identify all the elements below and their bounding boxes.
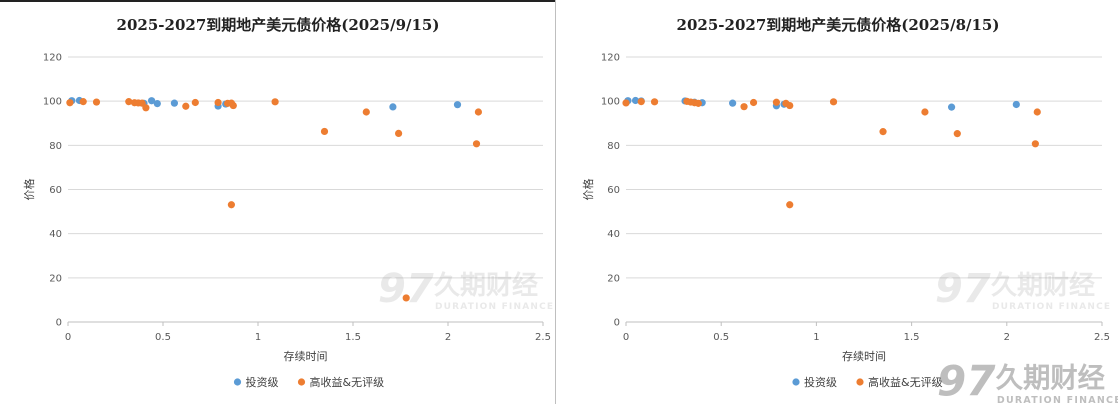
watermark-logo-glyph: 97 xyxy=(937,357,996,404)
y-axis-label: 价格 xyxy=(581,179,595,201)
watermark-name-en: DURATION FINANCE xyxy=(435,302,554,312)
point-high-yield xyxy=(740,103,748,111)
chart-title: 2025-2027到期地产美元债价格(2025/8/15) xyxy=(677,16,1000,34)
legend-label-investment-grade: 投资级 xyxy=(246,375,279,389)
y-tick-label: 60 xyxy=(49,185,62,196)
scatter-chart-sep: 2025-2027到期地产美元债价格(2025/9/15)02040608010… xyxy=(22,16,554,389)
point-high-yield xyxy=(395,129,403,138)
point-investment-grade xyxy=(453,101,462,109)
legend-label-high-yield: 高收益&无评级 xyxy=(868,375,943,389)
y-tick-label: 120 xyxy=(43,53,62,64)
point-high-yield xyxy=(229,101,237,110)
y-tick-label: 40 xyxy=(49,229,62,240)
watermark-name-en: DURATION FINANCE xyxy=(992,302,1111,312)
point-high-yield xyxy=(92,98,101,106)
point-high-yield xyxy=(142,104,150,112)
point-investment-grade xyxy=(153,99,161,108)
point-high-yield xyxy=(637,98,645,106)
point-high-yield xyxy=(953,130,961,138)
x-tick-label: 0.5 xyxy=(155,332,171,343)
point-high-yield xyxy=(79,98,87,106)
point-high-yield xyxy=(227,201,235,209)
point-high-yield xyxy=(214,98,222,107)
point-high-yield xyxy=(772,98,781,106)
watermark-name-cn: 久期财经 xyxy=(434,270,538,301)
legend-marker-high-yield xyxy=(856,378,864,386)
watermark-logo-glyph: 97 xyxy=(378,266,434,312)
point-high-yield xyxy=(66,99,74,107)
point-investment-grade xyxy=(729,99,737,107)
point-high-yield xyxy=(125,98,133,106)
point-high-yield xyxy=(402,294,410,302)
x-tick-label: 1 xyxy=(255,332,261,343)
watermark-logo-glyph: 97 xyxy=(935,266,991,312)
y-tick-label: 0 xyxy=(56,318,62,329)
point-high-yield xyxy=(474,108,482,116)
y-tick-label: 80 xyxy=(49,141,62,152)
y-axis-label: 价格 xyxy=(22,179,36,201)
y-tick-label: 60 xyxy=(607,185,620,196)
point-investment-grade xyxy=(389,103,397,111)
point-investment-grade xyxy=(1012,100,1020,109)
y-tick-label: 40 xyxy=(607,229,620,240)
y-tick-label: 20 xyxy=(49,273,62,284)
point-high-yield xyxy=(694,99,702,107)
x-axis-label: 存续时间 xyxy=(284,349,328,363)
chart-title: 2025-2027到期地产美元债价格(2025/9/15) xyxy=(117,16,440,34)
point-high-yield xyxy=(1033,108,1041,116)
watermark-name-cn: 久期财经 xyxy=(996,362,1106,394)
x-tick-label: 2 xyxy=(445,332,451,343)
point-investment-grade xyxy=(170,99,178,107)
point-investment-grade xyxy=(631,96,640,105)
point-high-yield xyxy=(271,98,279,106)
point-high-yield xyxy=(182,102,190,110)
point-high-yield xyxy=(1031,140,1039,148)
point-high-yield xyxy=(829,98,838,106)
legend-marker-investment-grade xyxy=(233,378,242,386)
chart-panel-right: 2025-2027到期地产美元债价格(2025/8/15) 0 20 40 60 80 10… xyxy=(559,0,1118,404)
point-high-yield xyxy=(472,140,481,148)
point-high-yield xyxy=(786,201,794,209)
top-border xyxy=(0,0,555,2)
point-high-yield xyxy=(749,98,758,107)
y-tick-label: 80 xyxy=(607,141,620,152)
x-axis-label: 存续时间 xyxy=(842,349,886,363)
x-tick-label: 0 xyxy=(623,332,629,343)
legend-marker-investment-grade xyxy=(792,378,800,386)
point-high-yield xyxy=(879,128,887,136)
point-high-yield xyxy=(320,127,329,136)
x-tick-label: 1.5 xyxy=(904,332,920,343)
x-tick-label: 0 xyxy=(65,332,71,343)
chart-panel-left: 2025-2027到期地产美元债价格(2025/9/15) 0 20 40 60 80 10… xyxy=(0,0,556,404)
scatter-chart-aug: 2025-2027到期地产美元债价格(2025/8/15)02040608010… xyxy=(581,16,1118,404)
y-tick-label: 120 xyxy=(601,53,620,64)
point-high-yield xyxy=(622,99,630,107)
point-high-yield xyxy=(362,108,370,116)
y-tick-label: 20 xyxy=(607,273,620,284)
point-high-yield xyxy=(921,108,929,116)
x-tick-label: 2.5 xyxy=(1094,332,1110,343)
y-tick-label: 0 xyxy=(614,318,620,329)
legend-label-investment-grade: 投资级 xyxy=(804,375,837,389)
watermark-name-en: DURATION FINANCE xyxy=(997,395,1118,404)
x-tick-label: 1 xyxy=(813,332,819,343)
x-tick-label: 2 xyxy=(1004,332,1010,343)
point-high-yield xyxy=(650,98,659,106)
x-tick-label: 2.5 xyxy=(535,332,551,343)
y-tick-label: 100 xyxy=(601,97,620,108)
legend-label-high-yield: 高收益&无评级 xyxy=(310,375,385,389)
watermark-name-cn: 久期财经 xyxy=(991,270,1095,301)
y-tick-label: 100 xyxy=(43,97,62,108)
x-tick-label: 0.5 xyxy=(713,332,729,343)
x-tick-label: 1.5 xyxy=(345,332,361,343)
point-investment-grade xyxy=(148,97,156,105)
legend-marker-high-yield xyxy=(297,378,306,386)
point-investment-grade xyxy=(947,103,956,111)
point-high-yield xyxy=(786,101,794,110)
point-high-yield xyxy=(191,98,199,107)
